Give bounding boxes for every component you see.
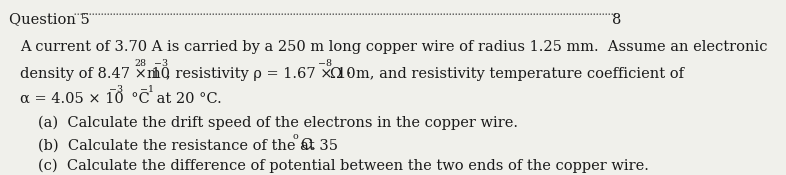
Text: −3: −3 xyxy=(154,60,168,68)
Text: −1: −1 xyxy=(141,85,155,94)
Text: Question 5: Question 5 xyxy=(9,13,90,27)
Text: α = 4.05 × 10: α = 4.05 × 10 xyxy=(20,92,124,106)
Text: 8: 8 xyxy=(612,13,622,27)
Text: Ω · m, and resistivity temperature coefficient of: Ω · m, and resistivity temperature coeff… xyxy=(329,67,684,81)
Text: °C: °C xyxy=(122,92,149,106)
Text: (b)  Calculate the resistance of the at 35: (b) Calculate the resistance of the at 3… xyxy=(38,138,338,152)
Text: (a)  Calculate the drift speed of the electrons in the copper wire.: (a) Calculate the drift speed of the ele… xyxy=(38,116,518,130)
Text: −8: −8 xyxy=(318,60,332,68)
Text: density of 8.47 × 10: density of 8.47 × 10 xyxy=(20,67,171,81)
Text: o: o xyxy=(292,132,298,141)
Text: m: m xyxy=(147,67,160,81)
Text: at 20 °C.: at 20 °C. xyxy=(152,92,222,106)
Text: −3: −3 xyxy=(109,85,123,94)
Text: 28: 28 xyxy=(134,60,146,68)
Text: (c)  Calculate the difference of potential between the two ends of the copper wi: (c) Calculate the difference of potentia… xyxy=(38,159,648,173)
Text: A current of 3.70 A is carried by a 250 m long copper wire of radius 1.25 mm.  A: A current of 3.70 A is carried by a 250 … xyxy=(20,40,768,54)
Text: C.: C. xyxy=(299,138,315,152)
Text: , resistivity ρ = 1.67 × 10: , resistivity ρ = 1.67 × 10 xyxy=(166,67,355,81)
